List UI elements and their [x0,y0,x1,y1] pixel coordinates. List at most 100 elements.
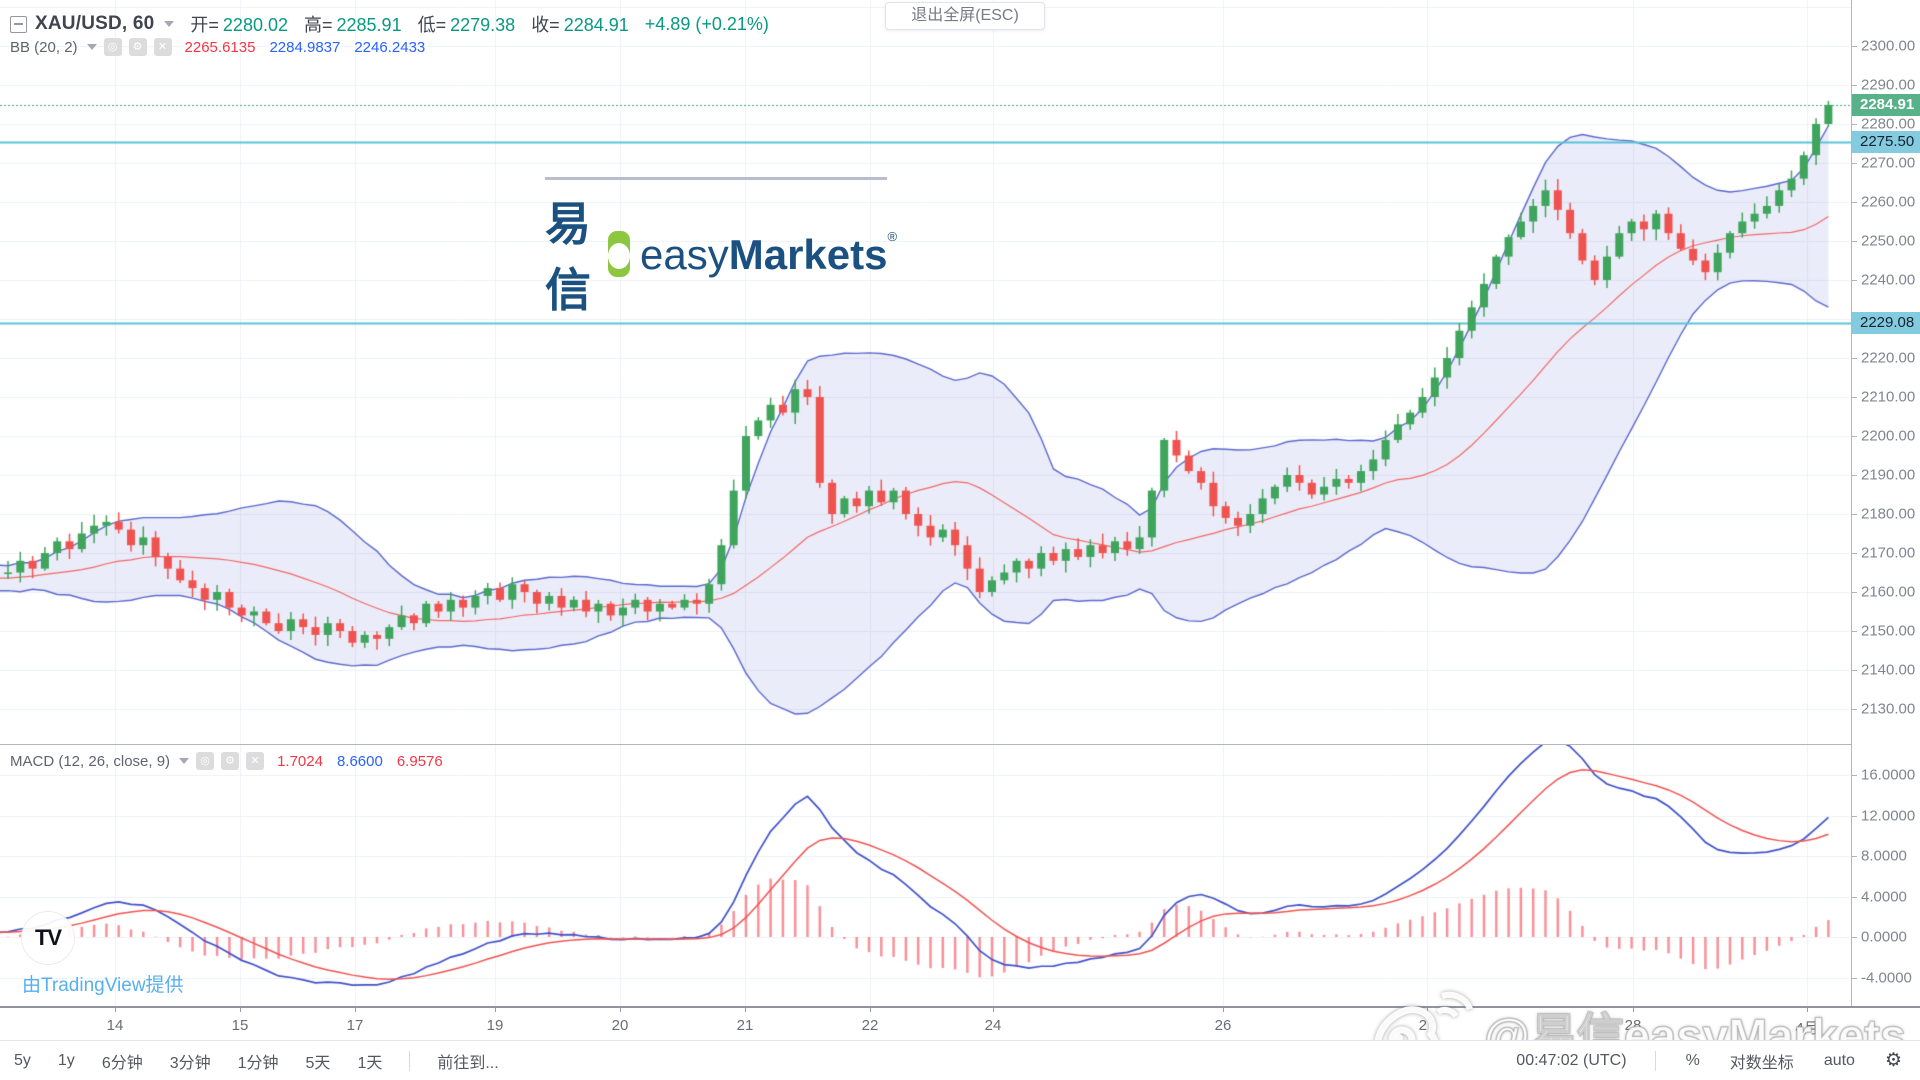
high-label: 高= [304,15,333,35]
ohlc-open: 开= 2280.02 [190,11,288,37]
time-axis[interactable]: 14 15 17 19 20 21 22 24 26 27 28 4月 [0,1006,1920,1040]
price-tick-label: 2240.00 [1861,271,1916,289]
axis-tickmark [1852,397,1857,398]
time-tickmark [240,1008,241,1012]
axis-tickmark [1852,816,1857,817]
tradingview-logo-icon[interactable]: TV [22,912,74,964]
macd-label[interactable]: MACD (12, 26, close, 9) [10,752,171,770]
axis-tickmark [1852,124,1857,125]
price-tick-label: 2250.00 [1861,232,1916,250]
price-tick-label: 2200.00 [1861,427,1916,445]
time-tickmark [1633,1008,1634,1012]
price-tick-label: 2160.00 [1861,583,1916,601]
price-tick-label: 2130.00 [1861,700,1916,718]
clock[interactable]: 00:47:02 (UTC) [1516,1051,1627,1069]
change-value: +4.89 (+0.21%) [644,13,769,34]
price-tick-label: 2260.00 [1861,193,1916,211]
range-button-1分钟[interactable]: 1分钟 [237,1054,279,1072]
ohlc-close: 收= 2284.91 [531,11,629,37]
ohlc-low: 低= 2279.38 [418,11,516,37]
gear-icon[interactable]: ⚙ [128,38,147,56]
bb-lower-value: 2246.2433 [354,38,426,56]
macd-tick-label: 4.0000 [1861,888,1907,905]
price-tick-label: 2300.00 [1861,37,1916,55]
percent-scale-button[interactable]: % [1685,1051,1700,1069]
time-tick-label: 17 [346,1017,364,1034]
auto-scale-button[interactable]: auto [1823,1051,1855,1069]
range-button-5y[interactable]: 5y [14,1051,31,1069]
symbol-header: XAU/USD, 60 开= 2280.02 高= 2285.91 低= 227… [10,11,769,37]
chevron-down-icon[interactable] [86,44,97,50]
axis-tickmark [1852,475,1857,476]
time-tick-label: 24 [984,1017,1002,1034]
low-label: 低= [417,15,447,35]
time-tickmark [870,1008,871,1012]
range-button-1y[interactable]: 1y [57,1051,75,1069]
price-tick-label: 2190.00 [1861,466,1916,484]
price-chart-pane[interactable] [0,0,1851,745]
price-tick-label: 2140.00 [1861,661,1916,679]
axis-tickmark [1852,358,1857,359]
easymarkets-en-logo: easyMarkets® [640,229,898,278]
time-tick-label: 4月 [1795,1020,1819,1037]
time-tick-label: 15 [231,1017,249,1034]
range-buttons: 5y 1y 6分钟 3分钟 1分钟 5天 1天 [14,1049,409,1073]
range-button-3分钟[interactable]: 3分钟 [169,1054,211,1072]
time-tick-label: 20 [611,1017,629,1034]
chevron-down-icon[interactable] [179,758,190,764]
exit-fullscreen-button[interactable]: 退出全屏(ESC) [885,2,1045,30]
bb-indicator-row: BB (20, 2) ◎ ⚙ ✕ 2265.6135 2284.9837 224… [10,38,425,56]
watermark-divider [545,177,887,180]
close-icon[interactable]: ✕ [246,752,265,770]
range-button-5天[interactable]: 5天 [305,1054,331,1072]
axis-tickmark [1852,670,1857,671]
price-tick-label: 2210.00 [1861,388,1916,406]
time-tick-label: 26 [1214,1017,1232,1034]
axis-tickmark [1852,202,1857,203]
settings-gear-icon[interactable]: ⚙ [1884,1050,1902,1071]
range-button-1天[interactable]: 1天 [357,1054,383,1072]
price-tick-label: 2150.00 [1861,622,1916,640]
macd-tick-label: 12.0000 [1861,807,1916,824]
goto-date-button[interactable]: 前往到... [437,1054,499,1072]
tradingview-attribution: TV 由TradingView提供 [22,912,184,997]
bb-label[interactable]: BB (20, 2) [10,38,78,56]
toolbar-divider [409,1050,411,1071]
time-tickmark [115,1008,116,1012]
range-button-6分钟[interactable]: 6分钟 [101,1054,143,1072]
time-tickmark [1427,1008,1428,1012]
log-scale-button[interactable]: 对数坐标 [1729,1054,1794,1072]
macd-tick-label: 16.0000 [1861,766,1916,784]
axis-tickmark [1852,163,1857,164]
symbol-title[interactable]: XAU/USD, 60 [35,13,155,34]
time-tickmark [1223,1008,1224,1012]
macd-tick-label: 0.0000 [1861,928,1907,946]
axis-tickmark [1852,978,1857,979]
axis-tickmark [1852,631,1857,632]
chevron-down-icon[interactable] [164,21,175,27]
macd-indicator-pane[interactable] [0,745,1851,1006]
axis-tickmark [1852,937,1857,938]
time-tickmark [495,1008,496,1012]
axis-tickmark [1852,897,1857,898]
tradingview-attribution-text[interactable]: 由TradingView提供 [22,975,184,996]
easymarkets-watermark: 易信 easyMarkets® [545,177,897,320]
axis-tickmark [1852,280,1857,281]
time-tickmark [355,1008,356,1012]
macd-hist-value: 1.7024 [277,752,323,770]
open-label: 开= [190,15,219,35]
gear-icon[interactable]: ⚙ [221,752,240,770]
eye-icon[interactable]: ◎ [103,38,122,56]
price-tick-label: 2290.00 [1861,76,1916,94]
price-tick-label: 2220.00 [1861,349,1916,367]
collapse-pane-icon[interactable] [10,15,27,33]
axis-tickmark [1852,856,1857,857]
pane-divider[interactable] [0,744,1920,745]
close-icon[interactable]: ✕ [153,38,172,56]
time-tick-label: 22 [861,1017,879,1034]
easymarkets-logo-icon [608,231,630,277]
price-axis[interactable]: 2130.00 2140.00 2150.00 2160.00 2170.00 2180.… [1851,0,1920,1006]
eye-icon[interactable]: ◎ [196,752,215,770]
macd-signal-value: 6.9576 [396,752,443,770]
